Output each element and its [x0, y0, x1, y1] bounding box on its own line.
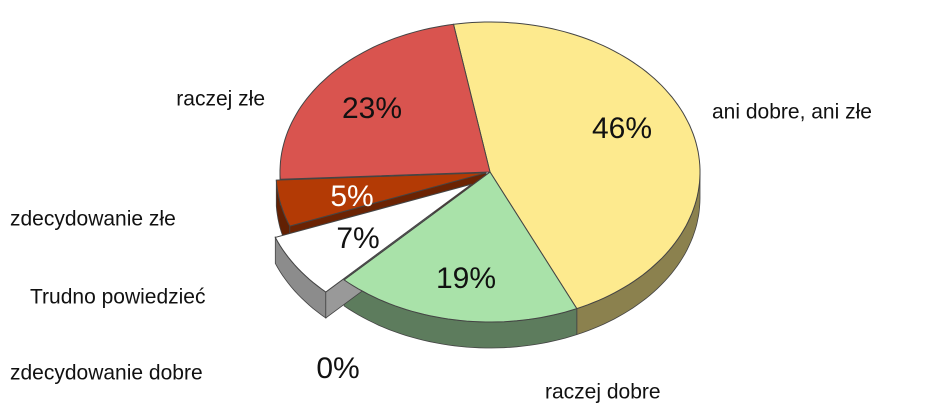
category-label: Trudno powiedzieć	[30, 286, 206, 309]
value-label: 19%	[436, 262, 496, 295]
slice	[343, 171, 578, 323]
value-label: 5%	[330, 180, 373, 213]
slice	[452, 21, 701, 310]
category-label: zdecydowanie złe	[10, 208, 176, 231]
category-label: raczej dobre	[545, 381, 661, 404]
value-label: 0%	[316, 352, 359, 385]
slice	[279, 23, 491, 180]
category-label: raczej złe	[176, 88, 265, 111]
category-label: zdecydowanie dobre	[10, 362, 203, 385]
category-label: ani dobre, ani złe	[712, 101, 872, 124]
value-label: 7%	[336, 222, 379, 255]
slice	[274, 183, 472, 293]
value-label: 46%	[592, 112, 652, 145]
slice	[343, 171, 491, 281]
value-label: 23%	[342, 92, 402, 125]
slice	[275, 172, 487, 227]
